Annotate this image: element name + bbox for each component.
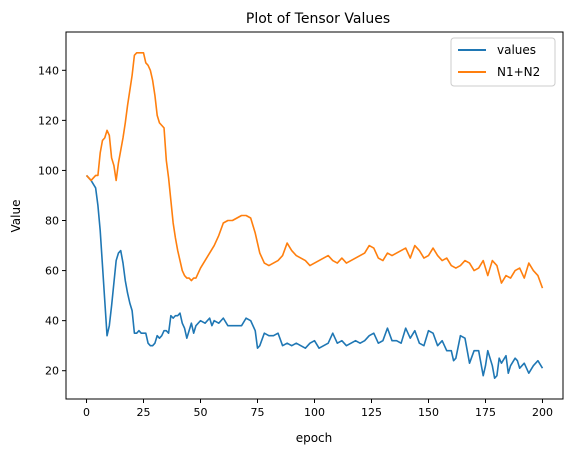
x-axis-label: epoch [296,431,333,445]
x-tick-label-7: 175 [475,406,496,419]
y-axis-ticks: 20 40 60 80 100 120 140 [38,64,66,378]
chart-title: Plot of Tensor Values [246,11,390,27]
legend-label-1: N1+N2 [497,65,540,79]
x-tick-label-5: 125 [361,406,382,419]
x-tick-label-4: 100 [304,406,325,419]
x-tick-label-2: 50 [194,406,208,419]
series-line-1 [85,51,544,289]
x-tick-label-6: 150 [418,406,439,419]
x-axis-ticks: 0 25 50 75 100 125 150 175 200 [83,399,553,419]
x-tick-label-1: 25 [137,406,151,419]
y-tick-label-6: 140 [38,64,59,77]
x-tick-label-8: 200 [532,406,553,419]
y-tick-label-2: 60 [45,265,59,278]
y-tick-label-1: 40 [45,315,59,328]
y-tick-label-0: 20 [45,365,59,378]
series-layer [85,51,544,380]
y-tick-label-5: 120 [38,114,59,127]
legend-label-0: values [497,43,536,57]
y-tick-label-4: 100 [38,164,59,177]
x-tick-label-0: 0 [83,406,90,419]
series-line-0 [85,174,544,380]
y-axis-label: Value [9,200,23,233]
legend: values N1+N2 [450,37,556,87]
y-tick-label-3: 80 [45,215,59,228]
x-tick-label-3: 75 [251,406,265,419]
